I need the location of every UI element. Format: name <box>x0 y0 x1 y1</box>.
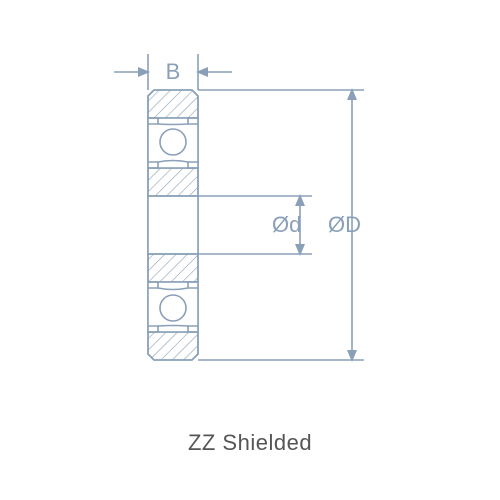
dim-label-D: ØD <box>328 212 361 237</box>
dim-label-d: Ød <box>272 212 301 237</box>
bearing-cross-section: B Ød ØD <box>0 0 500 500</box>
dim-label-B: B <box>166 59 181 84</box>
diagram-canvas: B Ød ØD ZZ Shielded <box>0 0 500 500</box>
caption: ZZ Shielded <box>0 430 500 456</box>
